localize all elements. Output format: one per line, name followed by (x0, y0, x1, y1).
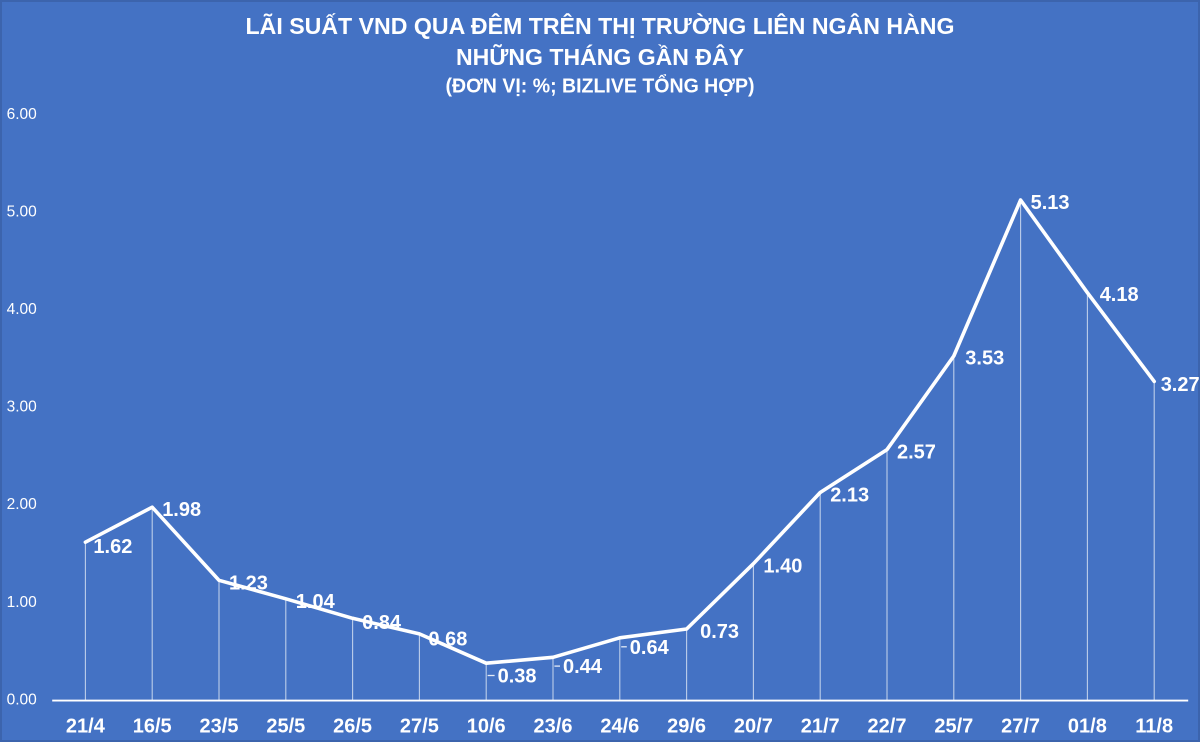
svg-text:0.44: 0.44 (563, 656, 603, 678)
svg-text:2.13: 2.13 (830, 485, 869, 507)
svg-text:1.40: 1.40 (763, 556, 802, 578)
svg-text:0.73: 0.73 (700, 621, 739, 643)
svg-text:1.23: 1.23 (229, 572, 268, 594)
svg-text:3.00: 3.00 (7, 399, 38, 416)
svg-text:0.84: 0.84 (362, 612, 402, 634)
svg-text:1.98: 1.98 (162, 499, 201, 521)
svg-text:25/7: 25/7 (934, 715, 973, 737)
svg-text:5.13: 5.13 (1031, 192, 1070, 214)
svg-text:23/6: 23/6 (534, 715, 573, 737)
svg-text:LÃI SUẤT VND QUA ĐÊM TRÊN THỊ: LÃI SUẤT VND QUA ĐÊM TRÊN THỊ TRƯỜNG LIÊ… (246, 12, 955, 39)
svg-text:3.27: 3.27 (1161, 374, 1200, 396)
svg-text:01/8: 01/8 (1068, 715, 1107, 737)
svg-text:1.62: 1.62 (93, 536, 132, 558)
svg-text:26/5: 26/5 (333, 715, 372, 737)
svg-text:3.53: 3.53 (965, 347, 1004, 369)
svg-text:23/5: 23/5 (200, 715, 239, 737)
svg-text:4.18: 4.18 (1100, 284, 1139, 306)
svg-text:0.00: 0.00 (7, 691, 38, 708)
svg-text:10/6: 10/6 (467, 715, 506, 737)
svg-text:NHỮNG THÁNG GẦN ĐÂY: NHỮNG THÁNG GẦN ĐÂY (456, 43, 744, 70)
svg-text:0.64: 0.64 (630, 637, 670, 659)
svg-text:27/5: 27/5 (400, 715, 439, 737)
svg-text:22/7: 22/7 (868, 715, 907, 737)
svg-text:29/6: 29/6 (667, 715, 706, 737)
svg-text:0.68: 0.68 (428, 629, 467, 651)
svg-text:5.00: 5.00 (7, 203, 38, 220)
svg-text:4.00: 4.00 (7, 301, 38, 318)
svg-text:20/7: 20/7 (734, 715, 773, 737)
svg-text:6.00: 6.00 (7, 106, 38, 123)
svg-text:2.57: 2.57 (897, 442, 936, 464)
svg-text:25/5: 25/5 (266, 715, 305, 737)
svg-text:21/4: 21/4 (66, 715, 106, 737)
svg-text:16/5: 16/5 (133, 715, 172, 737)
svg-text:21/7: 21/7 (801, 715, 840, 737)
svg-text:24/6: 24/6 (600, 715, 639, 737)
svg-text:1.04: 1.04 (296, 591, 336, 613)
svg-text:(ĐƠN VỊ: %; BIZLIVE TỔNG HỢP): (ĐƠN VỊ: %; BIZLIVE TỔNG HỢP) (446, 73, 755, 97)
svg-text:0.38: 0.38 (498, 666, 537, 688)
svg-text:11/8: 11/8 (1135, 715, 1173, 737)
svg-text:1.00: 1.00 (7, 594, 38, 611)
svg-text:27/7: 27/7 (1001, 715, 1040, 737)
svg-text:2.00: 2.00 (7, 496, 38, 513)
